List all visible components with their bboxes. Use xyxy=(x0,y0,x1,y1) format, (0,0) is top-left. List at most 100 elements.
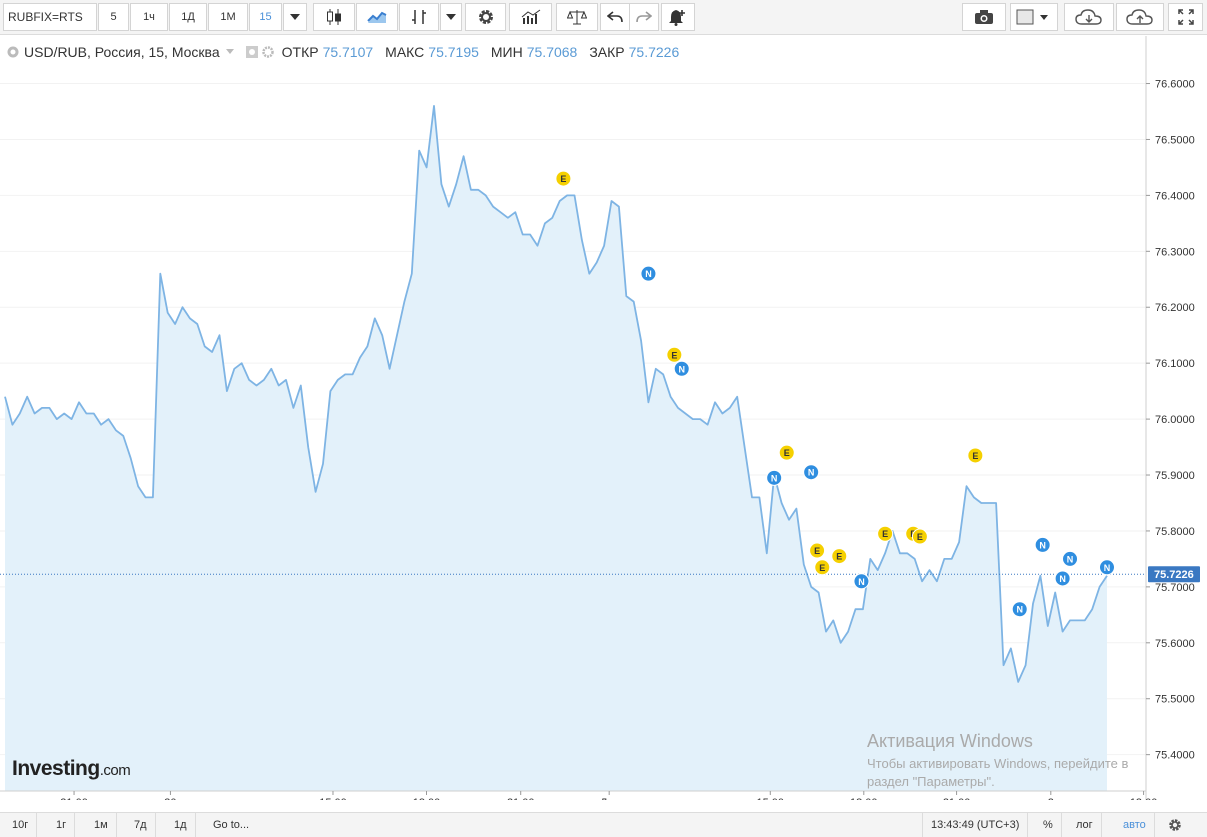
indicators-icon xyxy=(521,9,540,24)
x-tick-label: 18:00 xyxy=(850,797,878,800)
news-event-marker[interactable]: N xyxy=(1034,536,1051,553)
logo-suffix-text: .com xyxy=(99,762,131,779)
economic-event-marker[interactable]: E xyxy=(967,447,984,464)
settings-button[interactable] xyxy=(465,3,506,31)
y-tick-label: 75.7000 xyxy=(1155,582,1195,594)
event-marker-label: N xyxy=(645,269,652,279)
range-7d-button[interactable]: 7д xyxy=(126,813,156,837)
fullscreen-button[interactable] xyxy=(1168,3,1203,31)
interval-1m-button[interactable]: 1М xyxy=(208,3,248,31)
clock[interactable]: 13:43:49 (UTC+3) xyxy=(922,813,1029,837)
y-tick-label: 76.0000 xyxy=(1155,414,1195,426)
compare-icon xyxy=(567,10,587,25)
chevron-down-icon xyxy=(290,14,300,20)
interval-15-button[interactable]: 15 xyxy=(249,3,282,31)
watermark-line-3: раздел "Параметры". xyxy=(867,774,995,789)
economic-event-marker[interactable]: E xyxy=(831,548,848,565)
interval-dropdown-button[interactable] xyxy=(283,3,307,31)
news-event-marker[interactable]: N xyxy=(766,469,783,486)
price-area xyxy=(5,105,1107,791)
screenshot-button[interactable] xyxy=(962,3,1006,31)
gear-icon[interactable] xyxy=(261,46,274,58)
load-chart-button[interactable] xyxy=(1064,3,1114,31)
price-chart[interactable]: ENENNENEEENEEEENNNNN 76.6000 76.5000 76.40… xyxy=(0,36,1207,800)
news-event-marker[interactable]: N xyxy=(1062,550,1079,567)
price-axis: 76.6000 76.5000 76.4000 76.3000 76.2000 76.10… xyxy=(1146,79,1195,762)
y-tick-label: 76.1000 xyxy=(1155,358,1195,370)
cloud-upload-icon xyxy=(1126,9,1153,25)
undo-icon xyxy=(607,11,623,23)
low-value: 75.7068 xyxy=(526,44,578,60)
event-marker-label: N xyxy=(1016,605,1023,615)
event-marker-label: N xyxy=(678,364,685,374)
redo-button[interactable] xyxy=(629,3,659,31)
news-event-marker[interactable]: N xyxy=(853,573,870,590)
event-marker-label: N xyxy=(1067,554,1074,564)
watermark-title: Активация Windows xyxy=(867,731,1033,751)
settings-button[interactable] xyxy=(1160,813,1190,837)
chevron-down-icon[interactable] xyxy=(225,49,236,55)
news-event-marker[interactable]: N xyxy=(640,265,657,282)
undo-button[interactable] xyxy=(600,3,630,31)
range-1m-button[interactable]: 1м xyxy=(86,813,117,837)
layout-icon xyxy=(1016,9,1048,25)
economic-event-marker[interactable]: E xyxy=(666,346,683,363)
high-value: 75.7195 xyxy=(428,44,479,60)
y-tick-label: 75.9000 xyxy=(1155,470,1195,482)
range-10y-button[interactable]: 10г xyxy=(4,813,38,837)
news-event-marker[interactable]: N xyxy=(803,464,820,481)
x-tick-label: 2 xyxy=(1048,797,1054,800)
gear-icon xyxy=(478,10,493,24)
y-tick-label: 75.5000 xyxy=(1155,694,1195,706)
event-marker-label: E xyxy=(972,451,978,461)
economic-event-marker[interactable]: E xyxy=(809,542,826,559)
indicators-button[interactable] xyxy=(509,3,552,31)
close-label: ЗАКР xyxy=(589,44,625,60)
news-event-marker[interactable]: N xyxy=(673,360,690,377)
economic-event-marker[interactable]: E xyxy=(911,528,928,545)
candles-button[interactable] xyxy=(313,3,355,31)
area-chart-button[interactable] xyxy=(356,3,398,31)
log-scale-button[interactable]: лог xyxy=(1068,813,1102,837)
interval-5-button[interactable]: 5 xyxy=(98,3,129,31)
auto-scale-button[interactable]: авто xyxy=(1115,813,1155,837)
news-event-marker[interactable]: N xyxy=(1099,559,1115,576)
windows-activation-watermark: Активация Windows Чтобы активировать Win… xyxy=(867,731,1128,791)
alert-button[interactable] xyxy=(661,3,695,31)
news-event-marker[interactable]: N xyxy=(1054,570,1071,587)
x-tick-label: 15:00 xyxy=(757,797,785,800)
investing-logo[interactable]: Investing.com xyxy=(12,757,131,781)
y-tick-label: 76.2000 xyxy=(1155,302,1195,314)
interval-1h-button[interactable]: 1ч xyxy=(130,3,168,31)
save-chart-button[interactable] xyxy=(1116,3,1164,31)
news-event-marker[interactable]: N xyxy=(1011,601,1028,618)
layout-button[interactable] xyxy=(1010,3,1058,31)
economic-event-marker[interactable]: E xyxy=(778,444,795,461)
event-markers: ENENNENEEENEEEENNNNN xyxy=(555,170,1115,618)
chart-title: USD/RUB, Россия, 15, Москва xyxy=(24,44,220,60)
economic-event-marker[interactable]: E xyxy=(814,559,831,576)
range-1y-button[interactable]: 1г xyxy=(48,813,76,837)
economic-event-marker[interactable]: E xyxy=(555,170,572,187)
goto-button[interactable]: Go to... xyxy=(213,819,250,831)
interval-1d-button[interactable]: 1Д xyxy=(169,3,207,31)
event-marker-label: E xyxy=(836,552,842,562)
last-price-value: 75.7226 xyxy=(1154,569,1194,581)
x-tick-label: 21:00 xyxy=(943,797,971,800)
bottom-bar: 10г 1г 1м 7д 1д Go to... 13:43:49 (UTC+3… xyxy=(0,812,1207,837)
drag-handle-icon[interactable] xyxy=(6,45,20,59)
range-1d-button[interactable]: 1д xyxy=(166,813,196,837)
event-marker-label: E xyxy=(671,350,677,360)
bars-button[interactable] xyxy=(399,3,439,31)
event-marker-label: N xyxy=(771,473,778,483)
event-marker-label: N xyxy=(1039,540,1046,550)
economic-event-marker[interactable]: E xyxy=(877,525,894,542)
compare-button[interactable] xyxy=(556,3,598,31)
chart-type-dropdown-button[interactable] xyxy=(440,3,462,31)
time-axis: 21:00 30 15:00 18:00 21:00 Дек 15:00 18:00 21:00… xyxy=(60,791,1157,800)
eye-icon[interactable] xyxy=(245,46,258,58)
clock-timezone: (UTC+3) xyxy=(976,819,1020,831)
symbol-input[interactable]: RUBFIX=RTS xyxy=(3,3,97,31)
percent-scale-button[interactable]: % xyxy=(1035,813,1062,837)
open-value: 75.7107 xyxy=(322,44,374,60)
